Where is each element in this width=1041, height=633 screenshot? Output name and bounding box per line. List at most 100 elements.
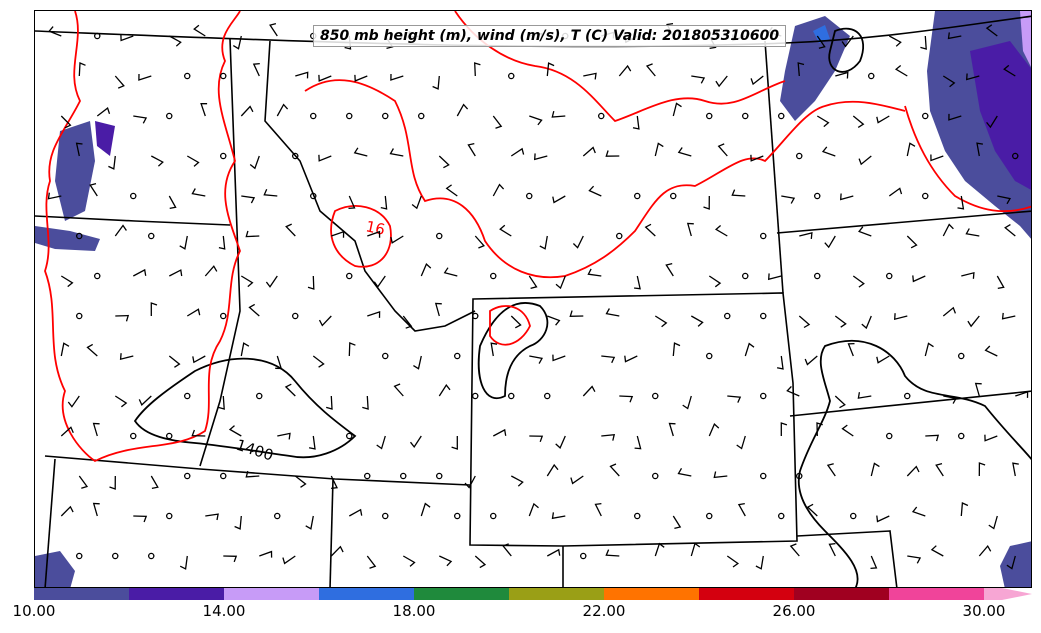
wind-barb (605, 549, 620, 557)
wind-barb (348, 508, 363, 517)
shade-ne-light (1020, 11, 1031, 67)
colorbar-segment (699, 588, 794, 600)
wind-barb (186, 308, 201, 317)
wind-barb (858, 155, 872, 166)
border-nv-ca (44, 458, 56, 587)
wind-barb (858, 226, 872, 237)
colorbar-segment (509, 588, 604, 600)
wind-barb (354, 74, 368, 82)
wind-barb (826, 463, 836, 477)
wind-barb (942, 75, 956, 88)
wind-barb (312, 355, 325, 368)
wind-barb (634, 275, 641, 290)
calm-wind-circle (130, 192, 137, 200)
calm-wind-circle (183, 392, 191, 400)
wind-barb (245, 230, 260, 238)
calm-wind-circle (112, 552, 119, 560)
wind-barb (555, 435, 566, 449)
wind-barb (138, 73, 152, 81)
calm-wind-circle (886, 432, 893, 440)
map-canvas: 1400 16 (35, 11, 1031, 587)
calm-wind-circle (291, 152, 299, 160)
wind-barb (402, 315, 413, 329)
wind-barb (60, 426, 74, 437)
wind-barb (750, 154, 764, 162)
wind-barb (318, 74, 332, 82)
wind-barb (75, 142, 83, 157)
wind-barb (1012, 462, 1019, 477)
colorbar-segment (604, 588, 699, 600)
wind-barb (86, 343, 98, 357)
wind-barb (179, 235, 188, 250)
wind-barb (665, 262, 674, 277)
wind-barb (234, 515, 242, 530)
wind-barb (672, 102, 682, 117)
wind-barb (529, 355, 544, 364)
calm-wind-circle (580, 552, 587, 560)
wind-barb (841, 35, 854, 48)
wind-barb (690, 315, 704, 327)
wind-barb (204, 265, 218, 277)
wind-barb (353, 147, 368, 157)
wind-barb (714, 225, 728, 237)
wind-barb (240, 342, 250, 357)
border-nd-sd (776, 210, 1031, 234)
calm-wind-circle (76, 312, 83, 320)
calm-wind-circle (742, 112, 749, 120)
border-mt-east (764, 40, 784, 294)
height-contour-label: 1400 (234, 436, 276, 465)
calm-wind-circle (778, 112, 785, 120)
wind-barb (411, 195, 422, 210)
wind-barb (906, 235, 918, 249)
wind-barb (781, 195, 796, 204)
wind-barb (295, 71, 309, 79)
wind-barb (974, 382, 982, 397)
wind-barb (169, 269, 183, 277)
wind-barb (438, 155, 450, 169)
wind-barb (925, 434, 940, 442)
wind-barb (240, 105, 254, 117)
colorbar-segment (319, 588, 414, 600)
calm-wind-circle (399, 472, 407, 480)
calm-wind-circle (507, 392, 515, 400)
calm-wind-circle (94, 272, 101, 280)
wind-barb (205, 513, 219, 521)
wind-barb (1006, 555, 1016, 570)
wind-barb (132, 268, 147, 277)
wind-barb (668, 422, 676, 437)
calm-wind-circle (148, 232, 155, 240)
wind-barb (776, 355, 784, 370)
wind-barb (348, 342, 356, 357)
wind-barb (60, 342, 70, 357)
border-id-west (199, 38, 241, 467)
wind-barb (78, 62, 86, 77)
wind-barb (305, 515, 314, 530)
wind-barb (594, 502, 602, 517)
map-panel: 1400 16 850 mb height (m), wind (m/s), T… (34, 10, 1032, 588)
wind-barb (490, 342, 498, 357)
wind-barb (798, 315, 811, 329)
calm-wind-circle (796, 472, 803, 480)
wind-barb (499, 224, 512, 237)
wind-barb (876, 115, 890, 124)
wind-barb (248, 303, 260, 317)
wind-barb (943, 395, 958, 404)
wind-barb (179, 555, 188, 570)
border-nv-north (44, 455, 471, 486)
wind-barb (834, 395, 846, 409)
wind-barb (502, 543, 512, 557)
wind-barb (120, 34, 134, 42)
wind-barb (492, 115, 503, 129)
wind-barb (330, 545, 344, 557)
shade-west-2 (35, 226, 100, 251)
calm-wind-circle (525, 192, 533, 200)
wind-barb (920, 35, 927, 50)
wind-barb (797, 62, 805, 77)
wind-barb (438, 383, 451, 397)
wind-barb (348, 195, 356, 210)
calm-wind-circle (760, 312, 767, 320)
wind-barb (703, 195, 710, 210)
wind-barb (92, 422, 100, 437)
wind-barb (583, 72, 597, 80)
wind-barb (1001, 312, 1016, 320)
